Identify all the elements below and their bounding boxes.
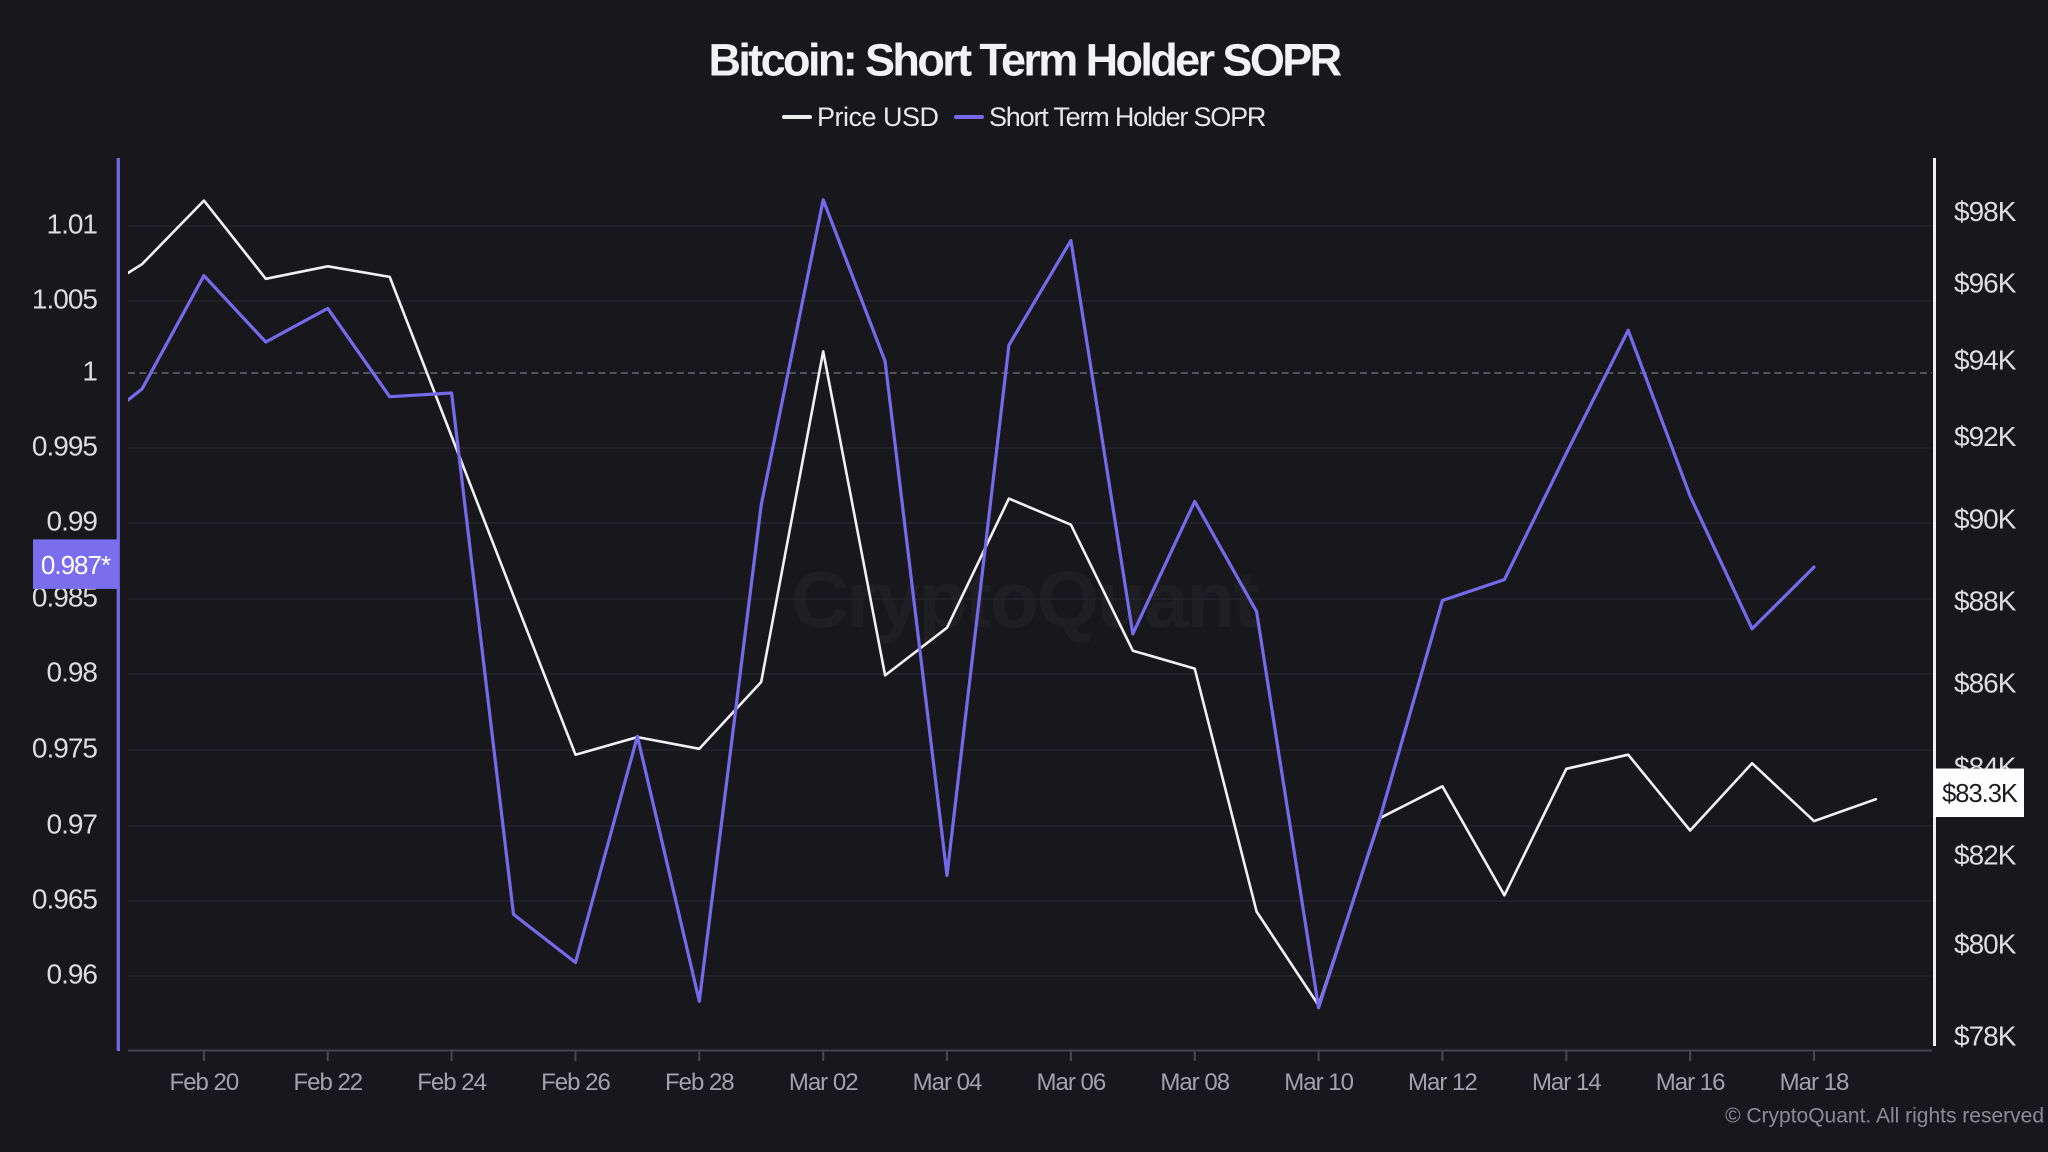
svg-text:$92K: $92K (1954, 421, 2017, 452)
svg-text:1.01: 1.01 (47, 209, 98, 240)
svg-text:$96K: $96K (1954, 268, 2017, 299)
svg-text:Short Term Holder SOPR: Short Term Holder SOPR (989, 102, 1266, 132)
svg-text:1.005: 1.005 (32, 284, 97, 315)
svg-text:Bitcoin: Short Term Holder SOP: Bitcoin: Short Term Holder SOPR (708, 35, 1341, 86)
svg-text:Mar 10: Mar 10 (1284, 1069, 1353, 1096)
svg-text:0.99: 0.99 (47, 506, 98, 537)
svg-text:$88K: $88K (1954, 586, 2017, 617)
svg-text:$78K: $78K (1954, 1021, 2017, 1052)
svg-text:0.97: 0.97 (47, 809, 98, 840)
svg-text:$98K: $98K (1954, 196, 2017, 227)
svg-text:0.995: 0.995 (32, 431, 97, 462)
svg-text:0.96: 0.96 (47, 959, 98, 990)
svg-text:Mar 04: Mar 04 (913, 1069, 982, 1096)
svg-text:$83.3K: $83.3K (1942, 780, 2018, 808)
svg-text:0.975: 0.975 (32, 733, 97, 764)
svg-text:Price USD: Price USD (817, 102, 939, 132)
svg-text:Mar 02: Mar 02 (789, 1069, 858, 1096)
svg-text:Feb 28: Feb 28 (665, 1069, 734, 1096)
svg-text:$82K: $82K (1954, 840, 2017, 871)
svg-text:Feb 22: Feb 22 (293, 1069, 362, 1096)
svg-text:$86K: $86K (1954, 668, 2017, 699)
svg-text:$80K: $80K (1954, 928, 2017, 959)
svg-text:Feb 24: Feb 24 (417, 1069, 486, 1096)
svg-text:Feb 26: Feb 26 (541, 1069, 610, 1096)
svg-text:$90K: $90K (1954, 504, 2017, 535)
svg-text:Mar 12: Mar 12 (1408, 1069, 1477, 1096)
svg-text:Mar 06: Mar 06 (1037, 1069, 1106, 1096)
svg-text:Mar 18: Mar 18 (1780, 1069, 1849, 1096)
svg-text:0.98: 0.98 (47, 657, 98, 688)
svg-text:Mar 16: Mar 16 (1656, 1069, 1725, 1096)
svg-text:0.987*: 0.987* (41, 550, 111, 580)
svg-text:Mar 14: Mar 14 (1532, 1069, 1601, 1096)
svg-text:Feb 20: Feb 20 (170, 1069, 239, 1096)
svg-text:1: 1 (82, 356, 97, 387)
svg-text:© CryptoQuant. All rights rese: © CryptoQuant. All rights reserved (1725, 1105, 2044, 1128)
svg-text:Mar 08: Mar 08 (1160, 1069, 1229, 1096)
svg-text:0.965: 0.965 (32, 884, 97, 915)
svg-text:$94K: $94K (1954, 345, 2017, 376)
